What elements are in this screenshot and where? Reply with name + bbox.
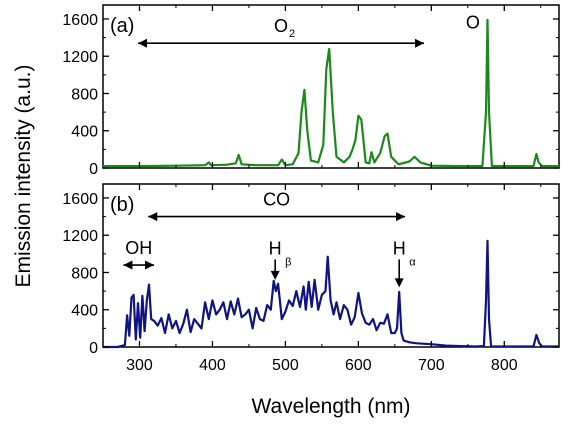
y-tick-label: 1200 (62, 228, 98, 245)
panel-b-ticks (103, 184, 559, 348)
y-tick-label: 1600 (62, 12, 98, 29)
x-tick-label: 500 (272, 357, 299, 374)
annotation-label: O (274, 16, 288, 36)
annotation-label: O (466, 12, 480, 32)
panel-b-label: (b) (110, 194, 134, 216)
annotation-arrow-head-right (396, 212, 406, 222)
annotation-subscript: β (285, 256, 291, 268)
x-tick-label: 300 (126, 357, 153, 374)
panel-b-y-tick-labels: 0 400 800 1200 1600 (62, 191, 98, 357)
y-tick-label: 400 (71, 124, 98, 141)
annotation-label: H (269, 238, 282, 258)
y-tick-label: 1600 (62, 191, 98, 208)
panel-a-annotations: O 2O (138, 12, 480, 48)
annotation-arrow-head (270, 270, 280, 280)
panel-a-ticks (103, 5, 559, 169)
panel-a-label: (a) (110, 15, 134, 37)
x-tick-labels: 300 400 500 600 700 800 (126, 357, 518, 374)
x-axis-title: Wavelength (nm) (251, 395, 410, 418)
panel-b-frame (102, 183, 560, 348)
annotation-label: CO (263, 190, 290, 210)
y-tick-label: 0 (89, 340, 98, 357)
y-axis-title: Emission intensity (a.u.) (12, 65, 35, 288)
y-tick-label: 0 (89, 161, 98, 178)
y-tick-label: 400 (71, 303, 98, 320)
annotation-arrow-head-left (123, 260, 133, 270)
x-tick-label: 600 (345, 357, 372, 374)
y-tick-label: 800 (71, 265, 98, 282)
annotation-label: H (393, 238, 406, 258)
annotation-subscript: 2 (289, 28, 295, 40)
panel-a-series-line (103, 18, 559, 168)
y-tick-label: 1200 (62, 49, 98, 66)
annotation-arrow-head-right (145, 260, 155, 270)
x-tick-label: 800 (491, 357, 518, 374)
panel-a-frame (102, 4, 560, 169)
annotation-arrow-head-left (138, 38, 148, 48)
annotation-arrow-head-left (148, 212, 158, 222)
y-tick-label: 800 (71, 86, 98, 103)
annotation-label: OH (125, 238, 152, 258)
panel-a-y-tick-labels: 0 400 800 1200 1600 (62, 12, 98, 178)
x-tick-label: 400 (199, 357, 226, 374)
panel-b-series-line (103, 239, 559, 349)
annotation-arrow-head (394, 278, 404, 288)
x-tick-label: 700 (418, 357, 445, 374)
annotation-subscript: α (409, 256, 416, 268)
annotation-arrow-head-right (415, 38, 425, 48)
